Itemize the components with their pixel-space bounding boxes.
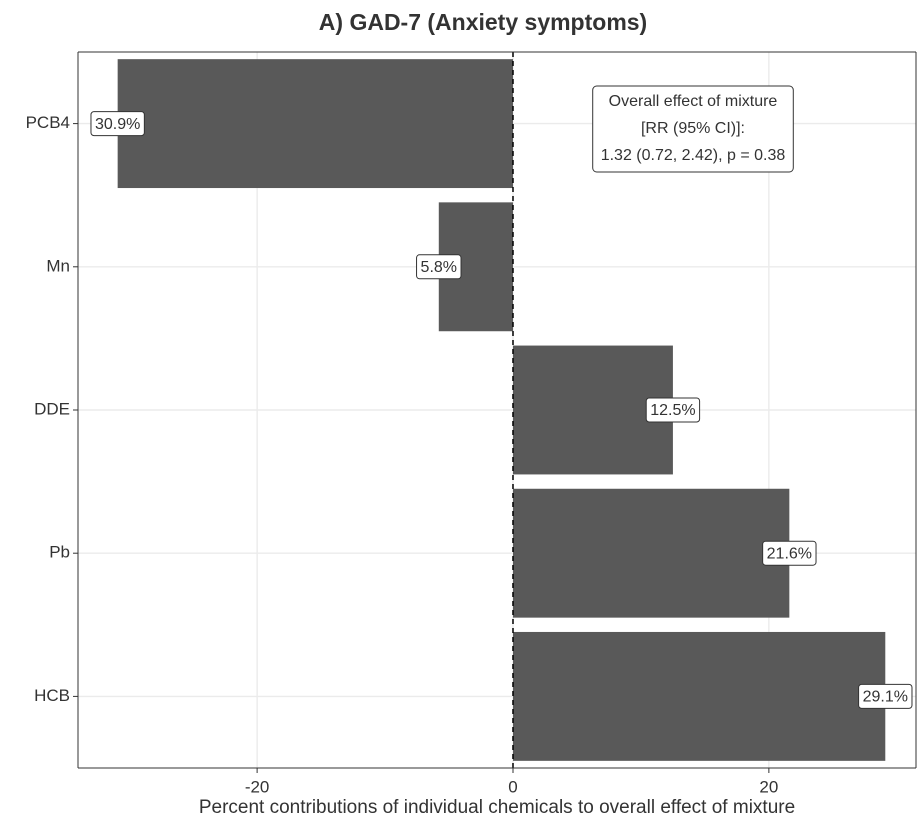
value-label: 21.6% [767, 545, 812, 562]
x-axis-label: Percent contributions of individual chem… [199, 797, 795, 818]
y-tick-label: DDE [34, 399, 70, 418]
annotation-text: 1.32 (0.72, 2.42), p = 0.38 [601, 147, 786, 164]
value-label: 30.9% [95, 116, 140, 133]
value-label: 5.8% [421, 259, 457, 276]
x-tick-label: 20 [759, 777, 778, 796]
value-label: 12.5% [650, 402, 695, 419]
x-tick-label: -20 [245, 777, 270, 796]
value-label-box [645, 397, 701, 423]
y-tick-label: Pb [49, 543, 70, 562]
annotation-text: Overall effect of mixture [609, 93, 778, 110]
value-label-box [90, 111, 145, 137]
value-label: 29.1% [863, 689, 908, 706]
value-label-box [416, 254, 462, 280]
bar [512, 631, 886, 761]
y-tick-label: Mn [46, 256, 70, 275]
value-label-box [858, 683, 913, 709]
x-tick-label: 0 [508, 777, 517, 796]
annotation-box [592, 85, 794, 173]
value-label-box [762, 540, 817, 566]
chart-title: A) GAD-7 (Anxiety symptoms) [319, 9, 647, 35]
bar [512, 488, 790, 618]
bar [117, 59, 513, 189]
y-tick-label: HCB [34, 686, 70, 705]
annotation-text: [RR (95% CI)]: [641, 120, 745, 137]
y-tick-label: PCB4 [26, 113, 70, 132]
